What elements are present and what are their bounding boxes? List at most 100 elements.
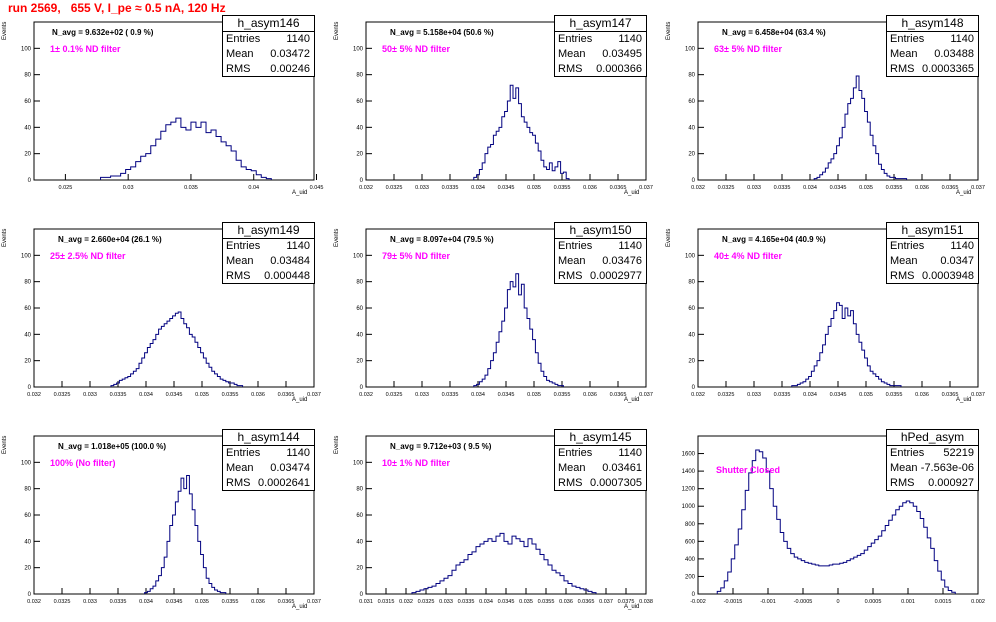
histogram-bin [217,376,220,387]
histogram-bin [428,587,432,594]
histogram-bin [948,590,952,594]
histogram-bin [532,544,536,594]
y-tick-label: 60 [356,306,363,312]
stats-value: 0.03461 [602,462,642,474]
histogram-bin [809,376,812,387]
y-axis-label: Events [2,228,8,247]
histogram-bin [476,547,480,594]
y-tick-label: 60 [24,513,31,519]
histogram-pad: 0 20 40 60 80 100 0.032 0.0325 0.033 0.0335 0.034 0… [0,207,332,414]
stats-value: 52219 [943,447,974,459]
navg-label: N_avg = 8.097e+04 (79.5 %) [390,235,494,244]
histogram-bin [524,122,527,180]
histogram-bin [552,570,556,594]
y-tick-label: 80 [688,73,695,79]
stats-label: Mean [226,48,254,60]
filter-note: 1± 0.1% ND filter [50,44,121,54]
histogram-bin [558,386,561,387]
histogram-bin [513,287,516,387]
histogram-bin [171,122,176,180]
y-tick-label: 40 [356,125,363,131]
histogram-bin [803,382,806,387]
x-tick-label: 0.0345 [498,599,515,605]
histogram-bin [496,536,500,594]
stats-row-rms: RMS 0.0003948 [887,269,978,284]
histogram-bin [507,290,510,387]
histogram-bin [246,169,251,180]
histogram-bin [898,386,901,387]
histogram-bin [530,133,533,180]
histogram-bin [784,541,788,594]
histogram-bin [482,379,485,387]
histogram-bin [843,562,847,594]
stats-row-entries: Entries 1140 [887,239,978,254]
x-tick-label: 0.035 [195,392,209,398]
histogram-bin [561,173,564,180]
histogram-bin [780,533,784,594]
x-tick-label: 0.035 [859,392,873,398]
histogram-bin [106,177,111,180]
histogram-bin [544,376,547,387]
stats-row-rms: RMS 0.0007305 [555,476,646,491]
y-tick-label: 1400 [682,469,696,475]
histogram-bin [256,175,261,180]
histogram-bin [510,282,513,387]
stats-label: Entries [890,33,925,45]
histogram-bin [464,560,468,594]
histogram-bin [870,371,873,387]
stats-row-entries: Entries 1140 [555,446,646,461]
histogram-plot: 0 20 40 60 80 100 0.032 0.0325 0.033 0.0335 0.034 0… [21,228,321,398]
histogram-bin [266,179,271,180]
y-tick-label: 100 [353,253,364,259]
histogram-bin [938,571,942,594]
y-tick-label: 40 [688,125,695,131]
x-tick-label: 0.034 [139,599,153,605]
stats-value: 1140 [286,240,310,252]
histogram-bin [173,515,176,594]
histogram-bin [444,578,448,594]
histogram-bin [145,593,148,594]
histogram-bin [440,581,444,594]
stats-label: Entries [558,33,593,45]
histogram-bin [508,544,512,594]
histogram-bin [541,371,544,387]
histogram-bin [516,88,519,180]
stats-value: 1140 [286,447,310,459]
filter-note: 50± 5% ND filter [382,44,450,54]
histogram-bin [876,376,879,387]
histogram-bin [412,593,416,594]
histogram-bin [203,358,206,387]
histogram-outline [791,302,902,387]
histogram-bin [903,503,907,594]
histogram-bin [931,548,935,594]
histogram-bin [814,179,817,180]
histogram-bin [893,386,896,387]
filter-note: 25± 2.5% ND filter [50,251,126,261]
histogram-outline [813,75,908,180]
histogram-bin [952,592,956,594]
histogram-bin [206,363,209,387]
histogram-bin [209,367,212,387]
histogram-bin [472,552,476,594]
histogram-bin [184,324,187,387]
histogram-bin [848,316,851,387]
filter-note: 40± 4% ND filter [714,251,782,261]
histogram-bin [826,566,830,594]
histogram-bin [540,555,544,595]
histogram-plot: 0 20 40 60 80 100 0.032 0.0325 0.033 0.0335 0.034 0… [353,228,653,398]
histogram-bin [136,369,139,387]
histogram-pad: 0 20 40 60 80 100 0.025 0.03 0.035 0.04 0.045 Event… [0,0,332,207]
histogram-bin [770,489,774,594]
histogram-bin [492,541,496,594]
y-tick-label: 40 [24,332,31,338]
navg-label: N_avg = 9.632e+02 ( 0.9 %) [52,28,154,37]
x-tick-label: 0.032 [399,599,413,605]
histogram-bin [223,593,226,594]
y-tick-label: 40 [24,539,31,545]
histogram-bin [156,334,159,387]
y-tick-label: 80 [356,487,363,493]
histogram-bin [535,143,538,180]
stats-label: Mean [890,255,918,267]
y-tick-label: 40 [688,332,695,338]
stats-row-mean: Mean 0.03488 [887,47,978,62]
